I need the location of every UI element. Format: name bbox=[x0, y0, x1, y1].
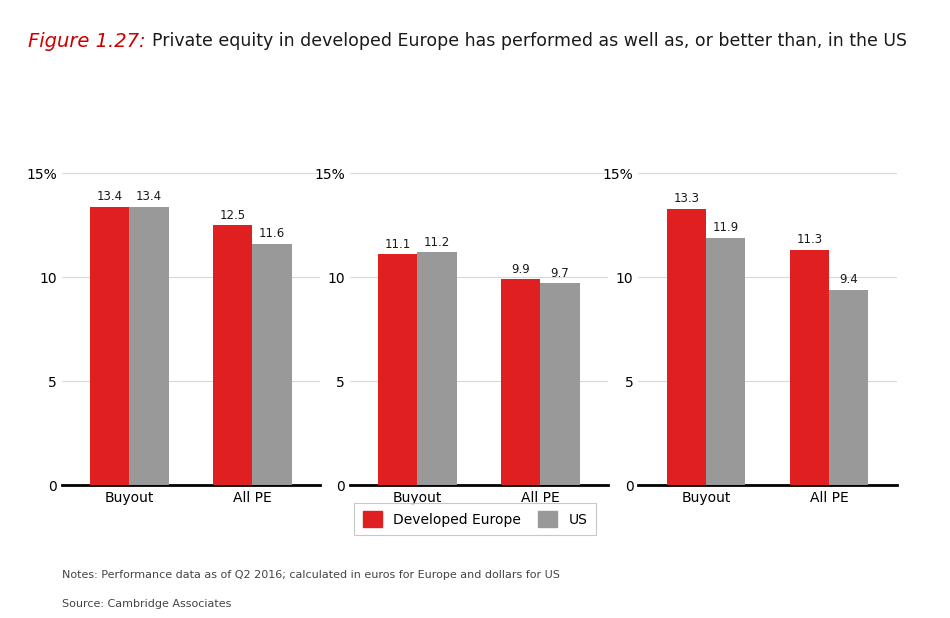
Text: 9.4: 9.4 bbox=[840, 273, 858, 286]
Bar bbox=[253, 244, 292, 485]
Bar bbox=[541, 284, 580, 485]
Text: Notes: Performance data as of Q2 2016; calculated in euros for Europe and dollar: Notes: Performance data as of Q2 2016; c… bbox=[62, 570, 560, 580]
Text: 13.4: 13.4 bbox=[136, 190, 162, 203]
Text: Private equity in developed Europe has performed as well as, or better than, in : Private equity in developed Europe has p… bbox=[152, 32, 906, 50]
Bar bbox=[213, 226, 253, 485]
Text: 11.3: 11.3 bbox=[796, 234, 823, 247]
Text: 11.2: 11.2 bbox=[424, 235, 450, 248]
Text: 13.4: 13.4 bbox=[97, 190, 123, 203]
Bar bbox=[378, 255, 417, 485]
Text: Figure 1.27:: Figure 1.27: bbox=[28, 32, 146, 51]
Text: 10-year horizon: 10-year horizon bbox=[417, 117, 541, 130]
Text: Source: Cambridge Associates: Source: Cambridge Associates bbox=[62, 599, 231, 609]
Text: 13.3: 13.3 bbox=[674, 192, 699, 205]
Bar bbox=[829, 290, 868, 485]
Bar bbox=[129, 206, 169, 485]
Text: 5-year horizon: 5-year horizon bbox=[134, 117, 248, 130]
Text: 11.6: 11.6 bbox=[259, 227, 285, 240]
Bar bbox=[90, 206, 129, 485]
Bar bbox=[501, 279, 541, 485]
Bar bbox=[417, 252, 457, 485]
Text: Pooled net IRR: Pooled net IRR bbox=[429, 83, 557, 98]
Bar bbox=[667, 209, 706, 485]
Text: 12.5: 12.5 bbox=[219, 208, 246, 221]
Text: 9.9: 9.9 bbox=[511, 263, 530, 276]
Bar bbox=[706, 238, 746, 485]
Text: 11.9: 11.9 bbox=[712, 221, 739, 234]
Legend: Developed Europe, US: Developed Europe, US bbox=[354, 503, 596, 535]
Text: 15-year horizon: 15-year horizon bbox=[706, 117, 829, 130]
Text: 11.1: 11.1 bbox=[385, 238, 410, 251]
Text: 9.7: 9.7 bbox=[551, 267, 569, 280]
Bar bbox=[789, 250, 829, 485]
